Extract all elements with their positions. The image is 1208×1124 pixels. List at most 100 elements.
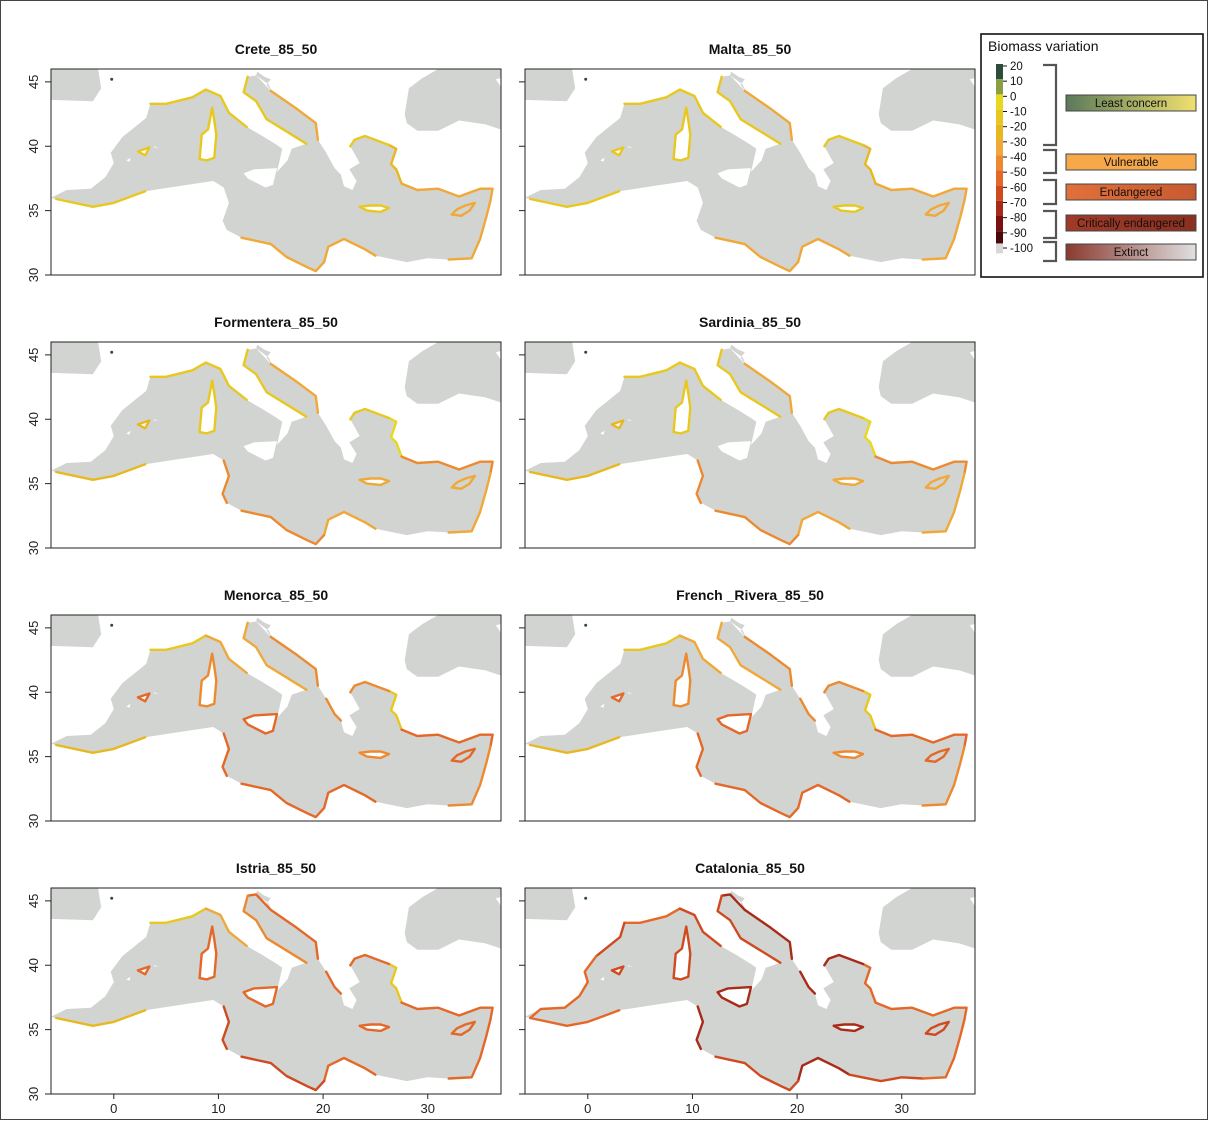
lon-tick-label: 30 bbox=[421, 1101, 435, 1116]
coastal-impact-band bbox=[136, 692, 151, 703]
north-adriatic-area bbox=[256, 71, 273, 94]
coastal-impact-band bbox=[447, 472, 492, 534]
coastal-impact-band bbox=[358, 477, 391, 487]
gain-pixel bbox=[110, 623, 114, 627]
coastal-impact-band bbox=[921, 199, 966, 261]
map-panel: Crete_85_50 30 35 40 45 bbox=[26, 41, 502, 282]
atlantic-area bbox=[51, 888, 102, 921]
coastal-impact-band bbox=[221, 732, 231, 778]
coastal-impact-band bbox=[672, 925, 692, 981]
coastal-impact-band bbox=[269, 89, 320, 141]
black-sea-area bbox=[404, 615, 501, 677]
color-scale-cell bbox=[996, 109, 1003, 125]
category-swatch bbox=[1065, 153, 1197, 171]
coastal-impact-band bbox=[149, 88, 208, 105]
coastal-impact-band bbox=[623, 634, 682, 651]
coastal-impact-band bbox=[874, 1001, 968, 1021]
atlantic-area bbox=[51, 615, 102, 648]
coastal-impact-band bbox=[861, 416, 877, 458]
coastal-impact-band bbox=[874, 728, 968, 748]
coastal-impact-band bbox=[349, 134, 391, 148]
atlantic-area bbox=[51, 69, 102, 102]
panel-title: French _Rivera_85_50 bbox=[676, 587, 824, 603]
coastal-impact-band bbox=[695, 732, 705, 778]
coastal-impact-band bbox=[672, 652, 692, 708]
coastal-impact-band bbox=[349, 953, 391, 967]
island bbox=[673, 380, 691, 434]
coastal-impact-band bbox=[610, 146, 625, 157]
island bbox=[243, 168, 277, 188]
island bbox=[199, 926, 217, 980]
coastal-impact-band bbox=[450, 474, 476, 490]
coastal-impact-band bbox=[695, 459, 705, 505]
color-scale-cell bbox=[996, 155, 1003, 171]
coastal-impact-band bbox=[55, 736, 147, 754]
coastal-impact-band bbox=[136, 146, 151, 157]
coastal-impact-band bbox=[240, 509, 326, 546]
map-panel: Malta_85_50 bbox=[519, 41, 976, 276]
map-panel: French _Rivera_85_50 bbox=[519, 587, 976, 822]
coastal-impact-band bbox=[322, 237, 377, 264]
legend-bracket bbox=[1043, 209, 1058, 240]
map-panel: Formentera_85_50 30 35 40 45 bbox=[26, 314, 502, 555]
lat-tick-label: 30 bbox=[26, 268, 41, 282]
coastal-impact-band bbox=[595, 921, 626, 958]
scale-label: 0 bbox=[1010, 91, 1016, 103]
coastal-impact-band bbox=[743, 908, 794, 960]
coastal-impact-band bbox=[678, 361, 722, 402]
coastal-impact-band bbox=[325, 970, 343, 995]
island bbox=[717, 441, 751, 461]
island bbox=[126, 703, 131, 708]
coastal-impact-band bbox=[623, 907, 682, 924]
coastal-impact-band bbox=[246, 893, 272, 912]
island bbox=[600, 703, 605, 708]
lat-tick-label: 35 bbox=[26, 1022, 41, 1036]
coastal-impact-band bbox=[242, 75, 308, 145]
lat-tick-label: 30 bbox=[26, 814, 41, 828]
island bbox=[627, 146, 633, 148]
coastal-impact-band bbox=[204, 907, 248, 948]
category-label: Critically endangered bbox=[1077, 218, 1185, 230]
panel-title: Catalonia_85_50 bbox=[695, 860, 805, 876]
lon-tick-label: 10 bbox=[685, 1101, 699, 1116]
coastal-impact-band bbox=[387, 962, 403, 1004]
color-scale-cell bbox=[996, 79, 1003, 95]
north-adriatic-area bbox=[730, 890, 747, 913]
coastal-impact-band bbox=[743, 635, 794, 687]
coastal-impact-band bbox=[716, 75, 782, 145]
coastal-impact-band bbox=[221, 459, 231, 505]
island bbox=[627, 692, 633, 694]
coastal-impact-band bbox=[400, 1001, 494, 1021]
coastal-impact-band bbox=[387, 689, 403, 731]
coastal-impact-band bbox=[921, 745, 966, 807]
coastal-impact-band bbox=[450, 201, 476, 217]
coastal-impact-band bbox=[447, 1018, 492, 1080]
scale-label: -70 bbox=[1010, 198, 1027, 210]
scale-label: -50 bbox=[1010, 167, 1027, 179]
black-sea-area bbox=[878, 342, 975, 404]
island bbox=[627, 965, 633, 967]
black-sea-area bbox=[404, 69, 501, 131]
coastal-impact-band bbox=[921, 1018, 966, 1080]
coastal-impact-band bbox=[716, 348, 782, 418]
coastal-impact-band bbox=[714, 509, 800, 546]
coastal-impact-band bbox=[269, 635, 320, 687]
coastal-impact-band bbox=[610, 419, 625, 430]
legend-title: Biomass variation bbox=[988, 38, 1099, 54]
color-scale-cell bbox=[996, 231, 1003, 247]
coastal-impact-band bbox=[832, 750, 865, 760]
coastal-impact-band bbox=[678, 907, 722, 948]
coastal-impact-band bbox=[204, 361, 248, 402]
coastal-impact-band bbox=[349, 407, 391, 421]
atlantic-area bbox=[525, 69, 576, 102]
coastal-impact-band bbox=[322, 783, 377, 810]
atlantic-area bbox=[525, 888, 576, 921]
category-label: Vulnerable bbox=[1104, 157, 1159, 169]
north-adriatic-area bbox=[730, 617, 747, 640]
coastal-impact-band bbox=[198, 652, 218, 708]
coastal-impact-band bbox=[450, 1020, 476, 1036]
lat-tick-label: 30 bbox=[26, 1087, 41, 1101]
coastal-impact-band bbox=[874, 455, 968, 475]
coastal-impact-band bbox=[450, 747, 476, 763]
